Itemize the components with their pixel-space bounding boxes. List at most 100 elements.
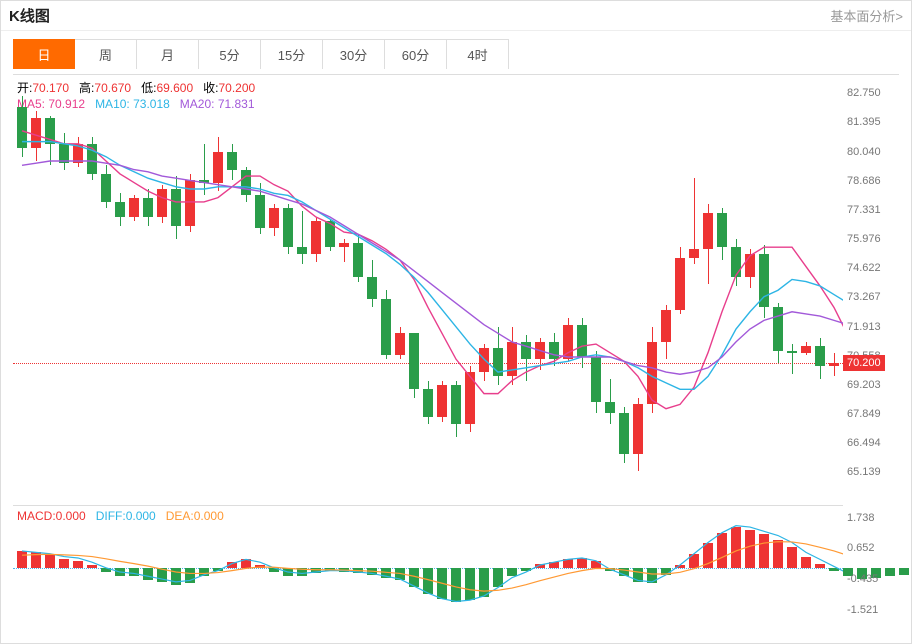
candle-body (591, 357, 601, 402)
open-label: 开: (17, 81, 32, 95)
candle-body (703, 213, 713, 250)
macd-legend: MACD:0.000 DIFF:0.000 DEA:0.000 (17, 509, 224, 523)
macd-bar (143, 568, 153, 581)
timeframe-tabs: 日周月5分15分30分60分4时 (13, 39, 899, 75)
candle-body (59, 144, 69, 163)
candle-body (73, 144, 83, 163)
candle-body (493, 348, 503, 376)
candle-body (45, 118, 55, 144)
macd-ytick: 0.652 (847, 542, 875, 554)
macd-chart[interactable]: MACD:0.000 DIFF:0.000 DEA:0.000 (13, 505, 843, 623)
candle-body (773, 307, 783, 350)
candle-body (283, 208, 293, 247)
candle-body (17, 107, 27, 148)
candle-body (829, 363, 839, 365)
tab-5分[interactable]: 5分 (199, 39, 261, 69)
low-label: 低: (141, 81, 156, 95)
macd-bar (591, 561, 601, 568)
candle-body (787, 351, 797, 353)
price-ytick: 78.686 (847, 175, 881, 187)
candle-body (633, 404, 643, 454)
macd-bar (493, 568, 503, 588)
macd-bar (87, 565, 97, 568)
price-y-axis: 82.75081.39580.04078.68677.33175.97674.6… (843, 77, 901, 497)
tab-日[interactable]: 日 (13, 39, 75, 69)
price-ytick: 81.395 (847, 116, 881, 128)
candle-body (717, 213, 727, 247)
chart-title: K线图 (9, 5, 50, 26)
ma10-legend: MA10: 73.018 (95, 97, 170, 111)
candle-body (759, 254, 769, 308)
low-value: 69.600 (156, 81, 193, 95)
macd-bar (563, 559, 573, 567)
macd-legend-item: MACD:0.000 (17, 509, 86, 523)
tab-4时[interactable]: 4时 (447, 39, 509, 69)
candle-body (115, 202, 125, 217)
candle-body (745, 254, 755, 278)
macd-bar (17, 551, 27, 568)
candle-body (157, 189, 167, 217)
tab-15分[interactable]: 15分 (261, 39, 323, 69)
macd-bar (353, 568, 363, 574)
candle-body (619, 413, 629, 454)
candle-body (409, 333, 419, 389)
candle-wick (610, 379, 611, 424)
candle-body (801, 346, 811, 352)
macd-bar (381, 568, 391, 578)
macd-bar (437, 568, 447, 599)
macd-bar (745, 530, 755, 568)
candle-body (731, 247, 741, 277)
macd-bar (661, 568, 671, 575)
macd-bar (647, 568, 657, 583)
macd-bar (633, 568, 643, 582)
macd-bar (255, 565, 265, 568)
candle-body (675, 258, 685, 310)
candle-body (647, 342, 657, 404)
macd-bar (717, 533, 727, 568)
close-value: 70.200 (218, 81, 255, 95)
tab-月[interactable]: 月 (137, 39, 199, 69)
ma5-legend: MA5: 70.912 (17, 97, 85, 111)
open-value: 70.170 (32, 81, 69, 95)
macd-bar (241, 559, 251, 567)
candle-body (171, 189, 181, 226)
tab-周[interactable]: 周 (75, 39, 137, 69)
ma-legend: MA5: 70.912 MA10: 73.018 MA20: 71.831 (17, 97, 255, 111)
tab-30分[interactable]: 30分 (323, 39, 385, 69)
candle-body (381, 299, 391, 355)
candle-wick (302, 211, 303, 265)
candle-body (129, 198, 139, 217)
macd-ytick: 1.738 (847, 512, 875, 524)
candle-body (577, 325, 587, 357)
macd-bar (675, 565, 685, 568)
macd-bar (423, 568, 433, 595)
ma20-legend: MA20: 71.831 (180, 97, 255, 111)
tab-60分[interactable]: 60分 (385, 39, 447, 69)
candle-body (227, 152, 237, 169)
macd-bar (283, 568, 293, 576)
candle-body (185, 180, 195, 225)
macd-bar (549, 562, 559, 568)
ohlc-legend: 开:70.170 高:70.670 低:69.600 收:70.200 (17, 79, 255, 96)
header: K线图 基本面分析> (1, 1, 911, 31)
macd-bar (577, 558, 587, 568)
candle-body (101, 174, 111, 202)
macd-bar (451, 568, 461, 602)
macd-bar (31, 552, 41, 567)
price-ytick: 67.849 (847, 408, 881, 420)
macd-bar (479, 568, 489, 598)
main-price-chart[interactable]: 开:70.170 高:70.670 低:69.600 收:70.200 MA5:… (13, 77, 843, 497)
candle-body (353, 243, 363, 277)
macd-bar (367, 568, 377, 575)
current-price-tag: 70.200 (843, 355, 885, 371)
macd-bar (619, 568, 629, 576)
macd-bar (689, 554, 699, 568)
macd-bar (535, 564, 545, 568)
macd-bar (773, 540, 783, 568)
macd-bar (507, 568, 517, 576)
price-ytick: 71.913 (847, 321, 881, 333)
price-ytick: 73.267 (847, 291, 881, 303)
macd-bar (171, 568, 181, 585)
dea-legend-item: DEA:0.000 (166, 509, 224, 523)
fundamental-analysis-link[interactable]: 基本面分析> (830, 6, 903, 25)
